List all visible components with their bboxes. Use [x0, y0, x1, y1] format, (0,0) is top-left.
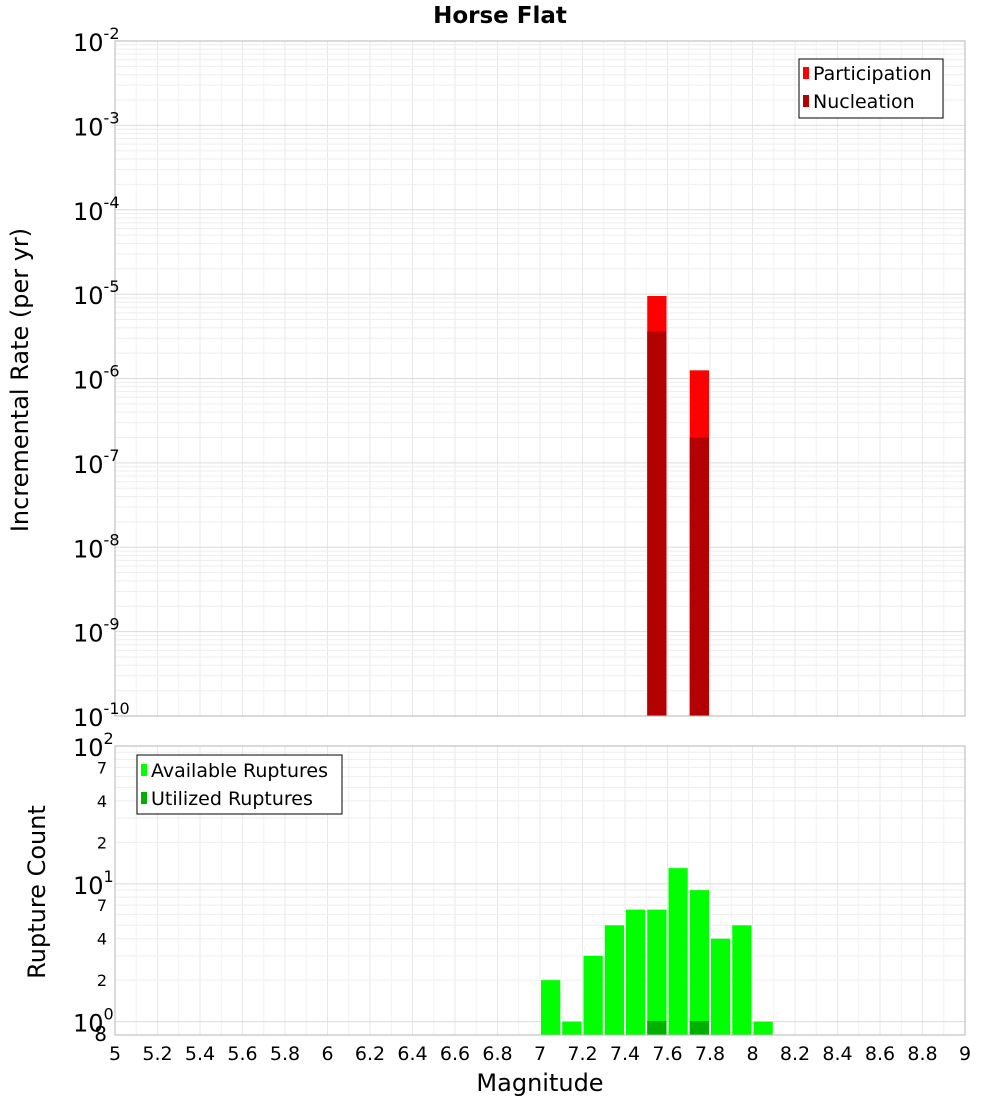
bottom-y-minor-tick-label: 4	[97, 930, 107, 949]
top-legend: Participation Nucleation	[798, 58, 944, 119]
x-tick-label: 5.6	[227, 1043, 257, 1065]
x-axis-label: Magnitude	[476, 1069, 603, 1097]
available-ruptures-bar	[604, 925, 624, 1035]
bottom-legend-box	[136, 754, 343, 815]
bottom-y-minor-tick-label: 8	[94, 1022, 107, 1046]
x-tick-label: 5.8	[270, 1043, 300, 1065]
x-tick-label: 5	[109, 1043, 121, 1065]
top-plot-gridlines	[114, 41, 966, 717]
available-ruptures-bar	[668, 868, 688, 1035]
participation-legend-label: Participation	[813, 63, 932, 85]
bottom-y-tick-label: 101	[73, 867, 114, 900]
nucleation-legend-label: Nucleation	[813, 91, 915, 113]
top-y-tick-label: 10-5	[73, 277, 120, 310]
available-ruptures-bar	[541, 980, 561, 1035]
bottom-y-minor-tick-label: 7	[97, 758, 107, 777]
x-axis-ticks: 5 5.2 5.4 5.6 5.8 6 6.2 6.4 6.6 6.8 7 7.2 7.4 7.6 7.8 8…	[109, 1043, 971, 1065]
available-ruptures-legend-swatch	[141, 764, 147, 776]
top-y-tick-label: 10-7	[73, 446, 120, 479]
x-tick-label: 5.4	[185, 1043, 215, 1065]
top-plot-bars	[647, 296, 709, 716]
top-y-tick-label: 10-3	[73, 108, 120, 141]
top-y-tick-label: 10-10	[73, 699, 130, 732]
x-tick-label: 8.8	[907, 1043, 937, 1065]
utilized-ruptures-bar	[647, 1021, 667, 1035]
available-ruptures-bar	[689, 890, 709, 1035]
x-tick-label: 6.2	[355, 1043, 385, 1065]
top-y-tick-label: 10-9	[73, 615, 120, 648]
x-tick-label: 8.4	[822, 1043, 852, 1065]
x-tick-label: 6.6	[440, 1043, 470, 1065]
x-tick-label: 7.8	[695, 1043, 725, 1065]
available-ruptures-bar	[562, 1021, 582, 1035]
bottom-legend: Available Ruptures Utilized Ruptures	[136, 754, 343, 815]
utilized-ruptures-bar	[689, 1021, 709, 1035]
x-tick-label: 6.4	[397, 1043, 427, 1065]
available-ruptures-bar	[711, 938, 731, 1035]
available-ruptures-bar	[732, 925, 752, 1035]
participation-legend-swatch	[803, 67, 809, 79]
top-y-tick-label: 10-6	[73, 362, 120, 395]
bottom-y-minor-tick-label: 2	[97, 971, 107, 990]
bottom-y-minor-tick-label: 2	[97, 833, 107, 852]
bottom-y-tick-label: 100	[73, 1005, 114, 1038]
chart-title: Horse Flat	[433, 3, 567, 29]
bottom-plot-frame	[114, 745, 966, 1036]
bottom-y-minor-tick-label: 7	[97, 896, 107, 915]
x-tick-label: 5.2	[142, 1043, 172, 1065]
available-ruptures-bar	[583, 955, 603, 1035]
bottom-plot-bars	[541, 868, 773, 1035]
utilized-ruptures-legend-label: Utilized Ruptures	[151, 788, 313, 810]
bottom-y-minor-tick-label: 4	[97, 792, 107, 811]
x-tick-label: 8.2	[780, 1043, 810, 1065]
top-y-tick-label: 10-4	[73, 193, 120, 226]
x-tick-label: 7.4	[610, 1043, 640, 1065]
x-tick-label: 6	[321, 1043, 333, 1065]
top-y-axis-ticks: 10-10 10-9 10-8 10-7 10-6 10-5 10-4 10-3 10-2	[73, 24, 130, 732]
utilized-ruptures-legend-swatch	[141, 792, 147, 804]
bottom-y-tick-label: 102	[73, 729, 114, 762]
available-ruptures-bar	[626, 909, 646, 1035]
top-plot-frame	[114, 40, 966, 717]
x-tick-label: 8.6	[865, 1043, 895, 1065]
x-tick-label: 6.8	[482, 1043, 512, 1065]
top-y-tick-label: 10-2	[73, 24, 120, 57]
available-ruptures-bar	[647, 909, 667, 1035]
available-ruptures-bar	[753, 1021, 773, 1035]
top-legend-box	[798, 58, 944, 119]
top-y-axis-label: Incremental Rate (per yr)	[6, 228, 34, 532]
x-tick-label: 8	[746, 1043, 758, 1065]
bottom-y-axis-label: Rupture Count	[23, 805, 51, 979]
x-tick-label: 7.6	[652, 1043, 682, 1065]
x-tick-label: 7	[534, 1043, 546, 1065]
top-y-tick-label: 10-8	[73, 530, 120, 563]
nucleation-legend-swatch	[803, 95, 809, 107]
available-ruptures-legend-label: Available Ruptures	[151, 760, 328, 782]
nucleation-bar	[647, 331, 667, 716]
x-tick-label: 7.2	[567, 1043, 597, 1065]
nucleation-bar	[689, 437, 709, 716]
x-tick-label: 9	[959, 1043, 971, 1065]
